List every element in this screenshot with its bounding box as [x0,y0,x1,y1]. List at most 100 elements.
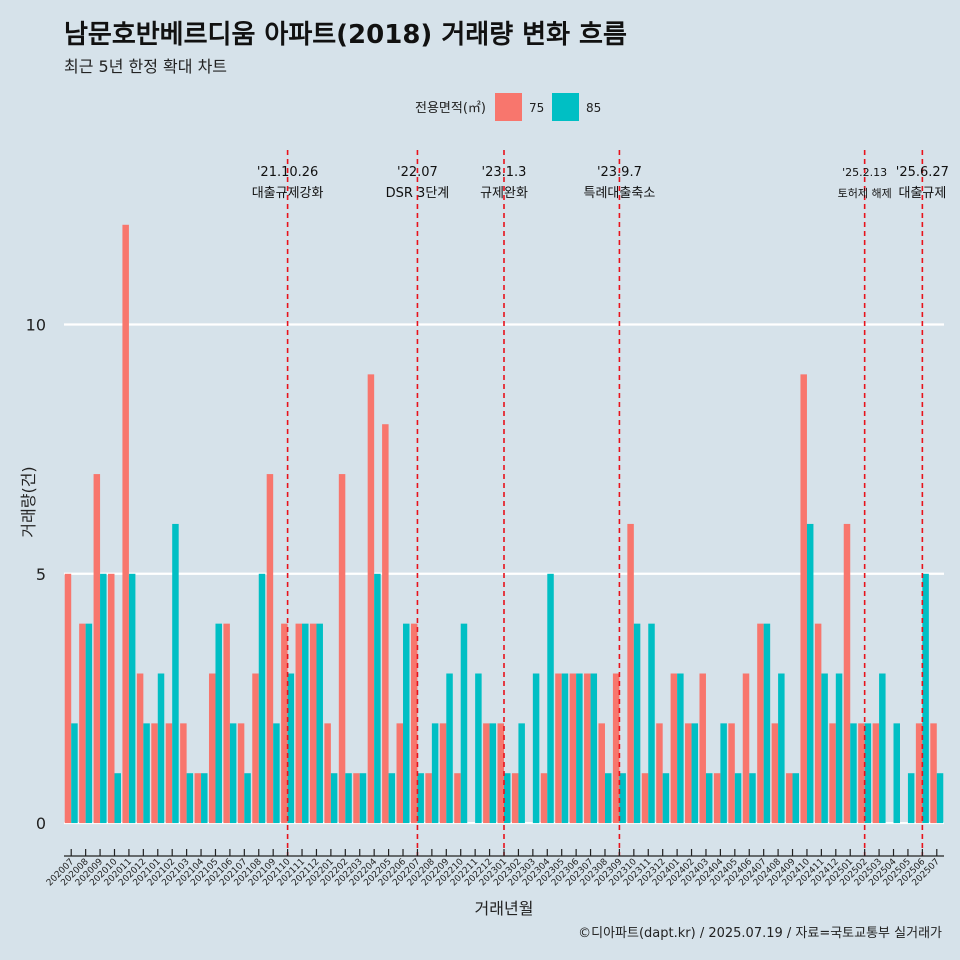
bar-75-202009 [93,474,101,824]
bar-75-202008 [79,623,86,824]
event-label: 특례대출축소 [584,186,656,201]
bar-85-202503 [879,673,886,824]
bar-75-202101 [151,723,158,824]
event-label: DSR 3단계 [386,186,450,201]
legend-key-75 [495,93,522,121]
y-tick-label: 10 [26,316,46,335]
bar-85-202105 [215,623,222,824]
bar-75-202506 [915,723,923,824]
bar-85-202401 [677,673,684,824]
bar-75-202206 [396,723,404,824]
event-label: 대출규제강화 [252,186,324,201]
bar-75-202503 [872,723,880,824]
bar-85-202411 [821,673,828,824]
event-date: '22.07 [397,165,438,180]
bar-75-202010 [108,573,115,824]
bar-85-202007 [71,723,78,824]
bar-85-202011 [128,573,136,824]
bar-75-202208 [425,773,432,824]
bar-85-202507 [936,773,944,824]
bar-75-202105 [208,673,216,824]
bar-75-202205 [382,424,389,824]
bar-75-202404 [713,773,721,824]
bar-75-202502 [858,723,865,824]
bar-75-202207 [410,623,418,824]
bar-75-202310 [627,523,634,824]
bar-85-202212 [489,723,497,824]
bar-85-202009 [100,573,107,824]
bar-75-202405 [728,723,735,824]
legend-title: 전용면적(㎡) [415,101,486,116]
bar-85-202202 [345,773,352,824]
bar-85-202301 [504,773,511,824]
y-axis-label: 거래량(건) [19,466,38,537]
bar-75-202403 [699,673,706,824]
bar-75-202411 [814,623,822,824]
bar-75-202306 [569,673,577,824]
bar-75-202102 [165,723,173,824]
y-axis: 0 5 10 [26,316,46,834]
y-tick-label: 0 [36,814,46,833]
bar-75-202201 [324,723,331,824]
bar-85-202203 [359,773,367,824]
bar-85-202112 [316,623,323,824]
bar-85-202410 [806,523,814,824]
bar-75-202108 [252,673,259,824]
chart-title: 남문호반베르디움 아파트(2018) 거래량 변화 흐름 [64,20,627,50]
event-label: 대출규제 [898,186,946,201]
legend-key-85 [552,93,579,121]
bar-75-202112 [309,623,317,824]
bar-75-202104 [194,773,202,824]
bar-75-202304 [540,773,548,824]
x-axis-label: 거래년월 [475,899,534,918]
bar-75-202312 [656,723,663,824]
bar-85-202306 [576,673,583,824]
bar-85-202309 [619,773,626,824]
bar-85-202108 [258,573,266,824]
bar-85-202104 [201,773,208,824]
bar-75-202007 [64,573,72,824]
bar-85-202010 [114,773,121,824]
event-date: '25.6.27 [896,165,949,180]
event-date: '21.10.26 [257,165,318,180]
bar-85-202102 [172,523,179,824]
bar-85-202504 [893,723,900,824]
bar-75-202301 [497,723,504,824]
bar-85-202012 [143,723,150,824]
bar-75-202410 [800,374,807,824]
bar-85-202302 [518,723,525,824]
bar-75-202210 [454,773,461,824]
bar-75-202107 [237,723,245,824]
bar-75-202209 [439,723,447,824]
bar-75-202305 [555,673,562,824]
bar-85-202208 [431,723,439,824]
bar-75-202308 [598,723,605,824]
bar-85-202307 [590,673,598,824]
bar-75-202202 [338,474,346,824]
bar-85-202312 [662,773,670,824]
legend-label: 75 [529,101,544,115]
bar-85-202412 [835,673,843,824]
bar-75-202407 [757,623,764,824]
bar-75-202307 [584,673,591,824]
bar-85-202406 [749,773,756,824]
event-markers: '21.10.26 대출규제강화 '22.07 DSR 3단계 '23.1.3 규제완화 '… [252,150,949,856]
bar-85-202106 [229,723,237,824]
bar-85-202211 [475,673,482,824]
bar-75-202110 [281,623,288,824]
bar-85-202402 [691,723,699,824]
bar-85-202303 [532,673,540,824]
bar-75-202111 [295,623,303,824]
bar-75-202212 [483,723,490,824]
bar-75-202501 [843,523,851,824]
bar-85-202403 [705,773,713,824]
bar-75-202401 [670,673,678,824]
bar-85-202103 [186,773,194,824]
bar-85-202405 [734,773,742,824]
bar-75-202103 [180,723,187,824]
y-tick-label: 5 [36,565,46,584]
bar-85-202205 [388,773,396,824]
x-axis: 2020072020082020092020102020112020122021… [45,849,944,888]
bar-75-202408 [771,723,779,824]
